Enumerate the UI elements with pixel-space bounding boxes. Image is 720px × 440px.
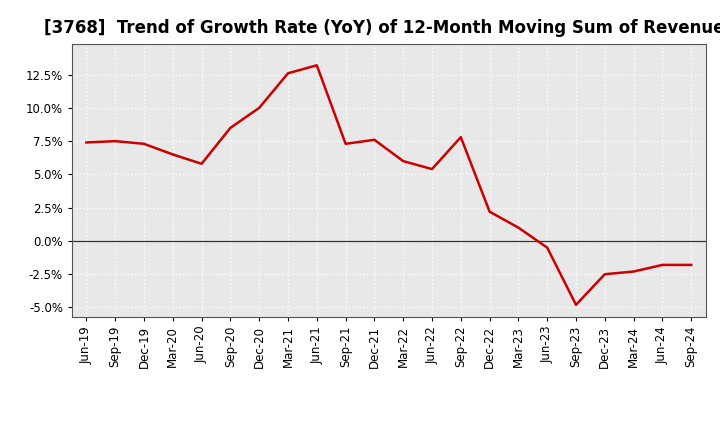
Title: [3768]  Trend of Growth Rate (YoY) of 12-Month Moving Sum of Revenues: [3768] Trend of Growth Rate (YoY) of 12-…: [44, 19, 720, 37]
